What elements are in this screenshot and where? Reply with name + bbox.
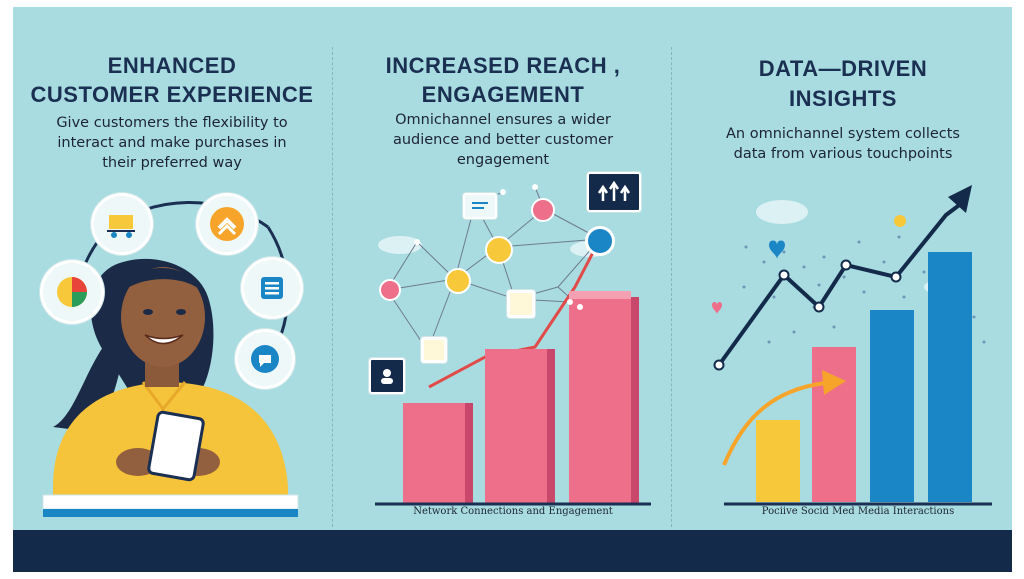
panel-title-line1: ENHANCED <box>107 53 237 78</box>
orange-arrow <box>722 380 835 466</box>
panel-title-line1: INCREASED REACH , <box>385 53 621 78</box>
panel-title-line2: INSIGHTS <box>789 86 897 111</box>
bar <box>403 403 465 503</box>
panel-desc-line2: interact and make purchases in <box>57 135 287 151</box>
panel-desc-line3: engagement <box>456 152 550 168</box>
panel-divider <box>671 47 672 527</box>
panel-customer-experience: ENHANCED CUSTOMER EXPERIENCE Give custom… <box>13 7 331 530</box>
growth-line <box>428 238 602 389</box>
footer-bar <box>13 530 1012 572</box>
panel-desc-line1: Give customers the flexibility to <box>56 115 288 131</box>
bar <box>928 252 972 502</box>
user-icon <box>369 358 405 394</box>
pie-chart-icon <box>40 260 104 324</box>
panel-desc-line3: their preferred way <box>102 155 242 171</box>
bar <box>812 347 856 502</box>
heart-icon <box>379 279 401 301</box>
heart-icon <box>894 215 906 227</box>
fingerprint-icon <box>585 226 615 256</box>
panel-desc-line2: audience and better customer <box>392 132 614 148</box>
panel-reach-engagement: INCREASED REACH , ENGAGEMENT Omnichannel… <box>335 7 671 530</box>
chevron-up-icon <box>196 193 258 255</box>
shopping-cart-icon <box>91 193 153 255</box>
chart-caption: Pociive Socid Med Media Interactions <box>761 506 955 517</box>
panel-title-line2: ENGAGEMENT <box>421 82 585 107</box>
arrows-up-icon <box>587 172 641 212</box>
lightbulb-icon <box>445 268 471 294</box>
bar <box>870 310 914 502</box>
panel-title-line2: CUSTOMER EXPERIENCE <box>30 82 314 107</box>
panel-desc-line2: data from various touchpoints <box>733 146 953 162</box>
bar <box>485 349 547 503</box>
phone-icon <box>147 410 205 482</box>
list-icon <box>463 193 497 219</box>
data-particles <box>742 235 986 344</box>
chart-caption: Network Connections and Engagement <box>413 506 613 517</box>
network-growth-illustration <box>375 184 651 506</box>
bar <box>569 297 631 503</box>
insights-chart-illustration <box>712 185 992 506</box>
heart-icon <box>769 240 785 259</box>
user-icon <box>531 198 555 222</box>
panel-desc-line1: An omnichannel system collects <box>726 126 960 142</box>
phone-icon <box>507 290 535 318</box>
panel-desc-line1: Omnichannel ensures a wider <box>395 112 611 128</box>
face <box>121 267 205 367</box>
panel-data-insights: DATA—DRIVEN INSIGHTS An omnichannel syst… <box>674 7 1012 530</box>
woman-illustration <box>42 201 299 517</box>
lightbulb-icon <box>485 236 513 264</box>
phone-icon <box>421 337 447 363</box>
panel-title-line1: DATA—DRIVEN <box>758 56 928 81</box>
desk <box>42 494 299 510</box>
bar <box>756 420 800 502</box>
list-icon <box>241 257 303 319</box>
chat-icon <box>235 329 295 389</box>
heart-icon <box>712 302 722 314</box>
panel-divider <box>332 47 333 527</box>
infographic: ENHANCED CUSTOMER EXPERIENCE Give custom… <box>13 7 1012 572</box>
